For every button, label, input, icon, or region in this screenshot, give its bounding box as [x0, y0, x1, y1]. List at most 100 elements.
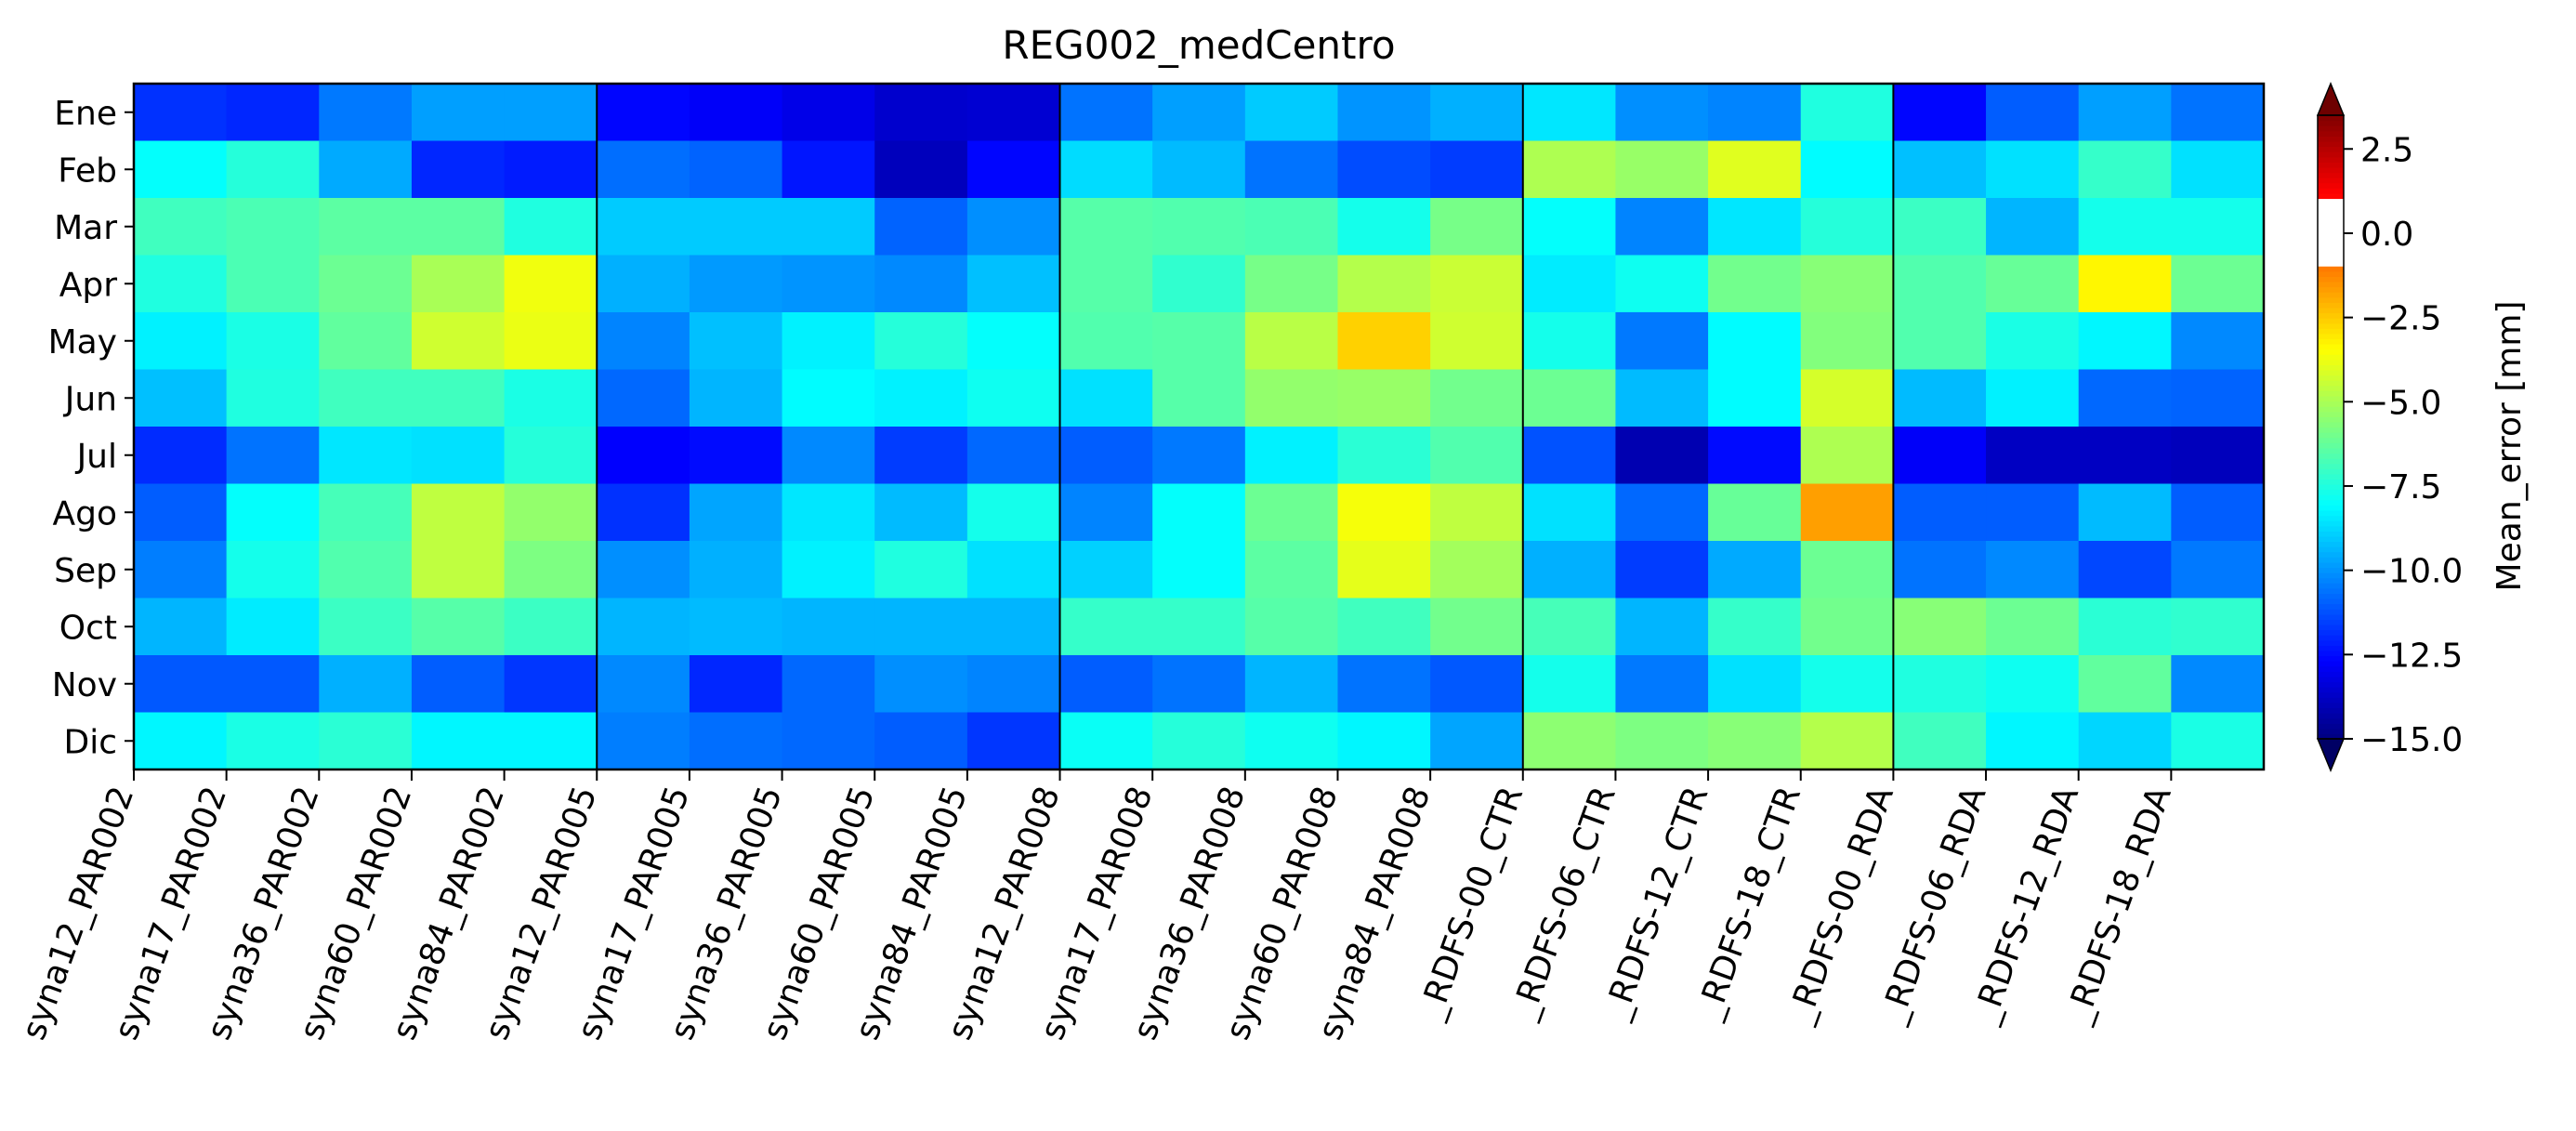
colorbar-segment — [2318, 230, 2344, 236]
heatmap-cell — [1430, 655, 1524, 714]
heatmap-cell — [1708, 369, 1802, 427]
heatmap-cell — [1152, 312, 1246, 371]
heatmap-cell — [597, 198, 690, 256]
heatmap-cell — [1986, 541, 2080, 599]
colorbar-tick-label: −10.0 — [2360, 553, 2463, 591]
heatmap-cell — [2171, 255, 2265, 313]
colorbar-segment — [2318, 505, 2344, 511]
colorbar-segment — [2318, 276, 2344, 283]
heatmap-cell — [1986, 369, 2080, 427]
heatmap-cell — [1059, 541, 1153, 599]
heatmap-cell — [874, 598, 968, 656]
colorbar-segment — [2318, 115, 2344, 122]
heatmap-cell — [2078, 598, 2172, 656]
heatmap-cell — [1615, 369, 1709, 427]
colorbar-segment — [2318, 531, 2344, 537]
heatmap-cell — [411, 541, 506, 599]
colorbar-segment — [2318, 302, 2344, 309]
colorbar-segment — [2318, 364, 2344, 371]
colorbar-segment — [2318, 234, 2344, 241]
heatmap-cell — [782, 140, 875, 199]
colorbar-segment — [2318, 442, 2344, 449]
colorbar-segment — [2318, 266, 2344, 272]
colorbar-segment — [2318, 328, 2344, 335]
heatmap-cell — [782, 655, 875, 714]
heatmap-cell — [1337, 655, 1431, 714]
heatmap-cell — [319, 712, 413, 770]
colorbar-segment — [2318, 687, 2344, 693]
heatmap-cell — [689, 483, 783, 542]
heatmap-cell — [1615, 255, 1709, 313]
heatmap-cell — [1337, 541, 1431, 599]
colorbar-segment — [2318, 214, 2344, 220]
colorbar-segment — [2318, 702, 2344, 709]
heatmap-cell — [1244, 483, 1339, 542]
heatmap-cell — [2171, 198, 2265, 256]
heatmap-cell — [411, 483, 506, 542]
heatmap-cell — [2171, 140, 2265, 199]
colorbar-segment — [2318, 204, 2344, 210]
colorbar-segment — [2318, 468, 2344, 475]
heatmap-cell — [134, 598, 228, 656]
heatmap-cell — [1986, 598, 2080, 656]
heatmap-cell — [1615, 483, 1709, 542]
heatmap-cell — [1337, 712, 1431, 770]
heatmap-cell — [1337, 140, 1431, 199]
heatmap-cell — [2171, 312, 2265, 371]
colorbar-segment — [2318, 515, 2344, 521]
heatmap-cell — [504, 598, 598, 656]
y-tick-label: May — [48, 323, 117, 362]
colorbar-segment — [2318, 344, 2344, 350]
heatmap-cell — [1244, 655, 1339, 714]
heatmap-cell — [689, 712, 783, 770]
heatmap-cell — [134, 427, 228, 485]
colorbar-segment — [2318, 250, 2344, 256]
heatmap-cell — [966, 655, 1061, 714]
heatmap-cell — [1708, 655, 1802, 714]
colorbar-segment — [2318, 479, 2344, 485]
colorbar-segment — [2318, 390, 2344, 397]
colorbar-segment — [2318, 437, 2344, 443]
heatmap-cell — [1893, 598, 1987, 656]
colorbar-segment — [2318, 624, 2344, 631]
colorbar-segment — [2318, 535, 2344, 543]
heatmap-cell — [2171, 483, 2265, 542]
heatmap-cell — [1522, 312, 1617, 371]
heatmap-cell — [597, 427, 690, 485]
heatmap-cell — [1430, 369, 1524, 427]
heatmap-cell — [1800, 427, 1894, 485]
heatmap-cell — [689, 369, 783, 427]
heatmap-cell — [1522, 427, 1617, 485]
heatmap-cell — [966, 598, 1061, 656]
heatmap-cell — [597, 255, 690, 313]
heatmap-cell — [504, 255, 598, 313]
colorbar-segment — [2318, 629, 2344, 636]
colorbar-segment — [2318, 125, 2344, 132]
colorbar-segment — [2318, 395, 2344, 402]
heatmap-cell — [1059, 369, 1153, 427]
colorbar-segment — [2318, 525, 2344, 532]
heatmap-cell — [1893, 712, 1987, 770]
colorbar-segment — [2318, 499, 2344, 506]
colorbar-segment — [2318, 411, 2344, 417]
heatmap-cell — [1059, 255, 1153, 313]
colorbar-segment — [2318, 697, 2344, 704]
heatmap-cell — [504, 312, 598, 371]
heatmap-cell — [1615, 598, 1709, 656]
heatmap-cell — [874, 312, 968, 371]
heatmap-cell — [134, 312, 228, 371]
colorbar-segment — [2318, 681, 2344, 688]
heatmap-cell — [1059, 427, 1153, 485]
heatmap-cell — [411, 712, 506, 770]
heatmap-cell — [1244, 255, 1339, 313]
heatmap-cell — [1337, 369, 1431, 427]
heatmap-cell — [1708, 712, 1802, 770]
heatmap-cell — [1800, 140, 1894, 199]
heatmap-cell — [134, 84, 228, 142]
colorbar-segment — [2318, 178, 2344, 184]
heatmap-cell — [1244, 541, 1339, 599]
heatmap-cell — [411, 598, 506, 656]
heatmap-cell — [966, 712, 1061, 770]
colorbar-segment — [2318, 244, 2344, 251]
heatmap-cell — [1152, 541, 1246, 599]
